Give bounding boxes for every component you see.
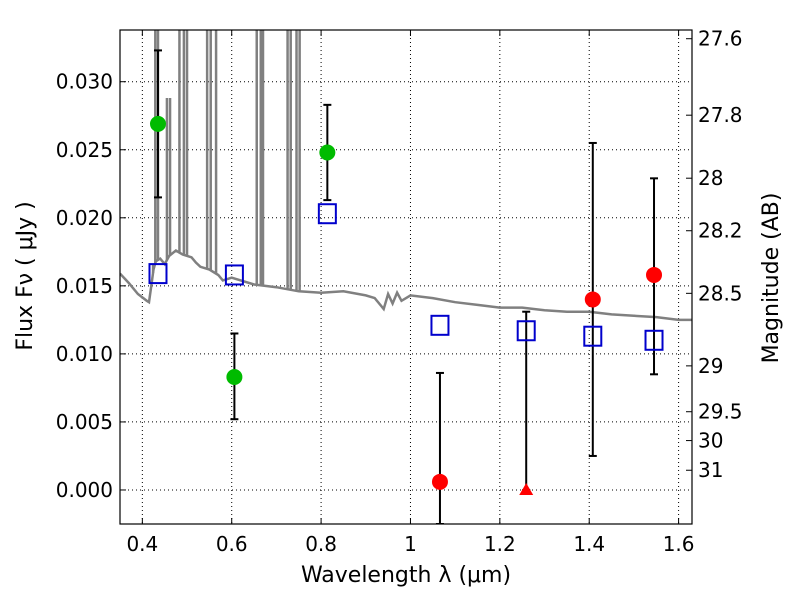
y-axis-label: Flux Fν ( μJy ) <box>13 201 38 350</box>
x-tick-label: 1.6 <box>663 532 695 556</box>
y-tick-label: 0.020 <box>56 206 113 230</box>
y2-axis-label: Magnitude (AB) <box>759 193 784 364</box>
x-tick-label: 0.6 <box>216 532 248 556</box>
x-tick-label: 0.8 <box>305 532 337 556</box>
data-point-square <box>516 320 536 342</box>
y-tick-label: 0.005 <box>56 410 113 434</box>
x-tick-label: 1.2 <box>484 532 516 556</box>
model-spectrum <box>120 30 692 322</box>
mag-tick-label: 28.2 <box>698 219 743 243</box>
x-tick-label: 1.4 <box>573 532 605 556</box>
mag-tick-label: 27.8 <box>698 103 743 127</box>
y-tick-label: 0.015 <box>56 274 113 298</box>
y-tick-label: 0.000 <box>56 478 113 502</box>
mag-tick-label: 30 <box>698 429 723 453</box>
mag-tick-label: 29.5 <box>698 400 743 424</box>
data-points <box>148 49 664 524</box>
mag-tick-label: 28 <box>698 166 723 190</box>
mag-tick-label: 31 <box>698 458 723 482</box>
data-point-circle <box>584 291 601 308</box>
data-point-circle <box>226 369 243 386</box>
y-tick-label: 0.010 <box>56 342 113 366</box>
data-point-square <box>317 203 337 225</box>
plot-frame <box>119 29 693 525</box>
data-point-square <box>644 329 664 351</box>
data-point-square <box>430 314 450 336</box>
x-tick-label: 1 <box>404 532 417 556</box>
x-axis-label: Wavelength λ (μm) <box>301 563 511 588</box>
data-point-circle <box>149 115 166 132</box>
y-tick-label: 0.025 <box>56 138 113 162</box>
mag-tick-label: 27.6 <box>698 27 743 51</box>
data-point-circle <box>431 473 448 490</box>
mag-tick-label: 29 <box>698 354 723 378</box>
mag-tick-label: 28.5 <box>698 281 743 305</box>
data-point-circle <box>319 144 336 161</box>
axes: 0.4 0.6 0.8 1 1.2 1.4 1.6 0.000 0.005 0.010 0.015 0… <box>56 27 743 556</box>
data-point-circle <box>646 266 663 283</box>
data-point-square <box>583 325 603 347</box>
data-point-square <box>224 264 244 286</box>
x-tick-label: 0.4 <box>126 532 158 556</box>
data-point-triangle <box>519 482 534 495</box>
y-tick-label: 0.030 <box>56 70 113 94</box>
grid-layer <box>120 30 692 524</box>
data-point-square <box>148 263 168 285</box>
